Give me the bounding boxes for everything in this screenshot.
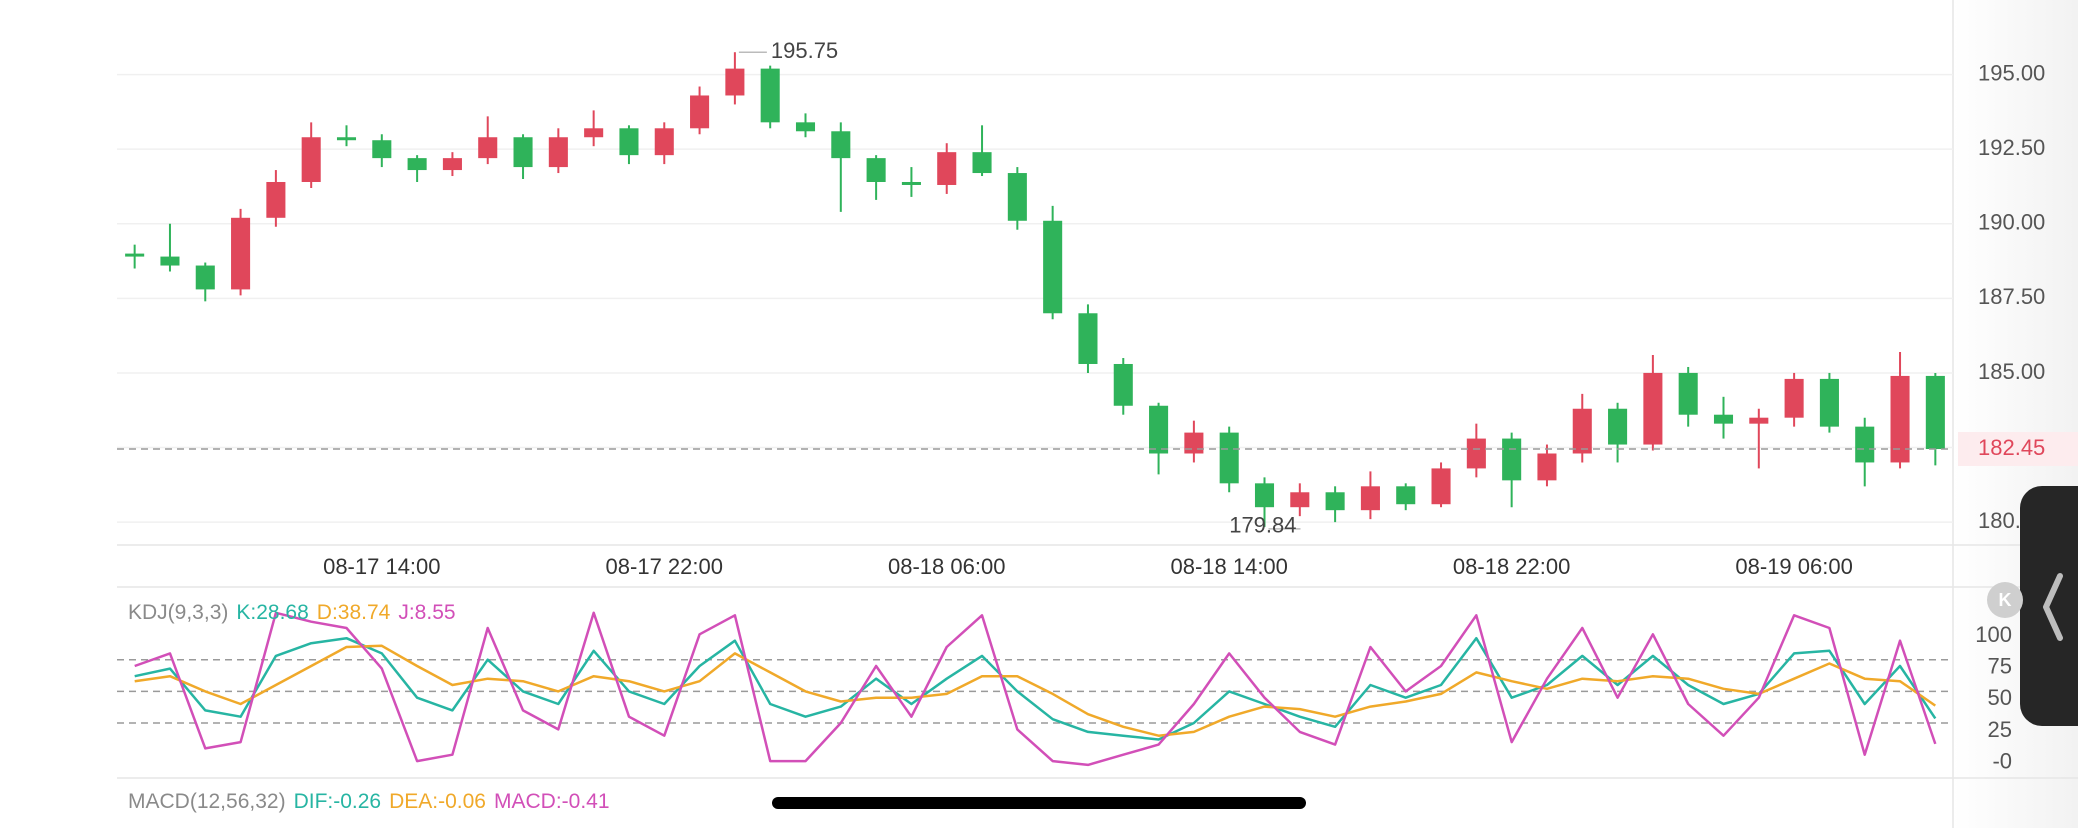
- header-label: J:8.55: [398, 601, 456, 624]
- header-label: K:28.68: [236, 601, 309, 624]
- indicator-line: [134, 636, 1937, 741]
- header-label: KDJ(9,3,3): [128, 601, 229, 624]
- last-price-label: 182.45: [1978, 435, 2045, 460]
- y-tick-label: 190.00: [1978, 210, 2045, 235]
- candle-body: [1396, 486, 1416, 505]
- y-tick-label: 25: [1988, 717, 2012, 742]
- candle-body: [1784, 378, 1804, 418]
- candle-body: [831, 131, 851, 159]
- candle-body: [1678, 372, 1698, 415]
- x-tick-label: 08-18 22:00: [1453, 554, 1570, 579]
- candle-body: [1219, 432, 1239, 484]
- candle-body: [1572, 408, 1592, 454]
- y-tick-label: 50: [1988, 685, 2012, 710]
- candle-body: [584, 128, 604, 138]
- collapse-icon[interactable]: [2040, 572, 2066, 642]
- candle-body: [442, 158, 462, 171]
- home-indicator: [772, 797, 1306, 809]
- candle-body: [866, 158, 886, 182]
- header-label: MACD:-0.41: [493, 790, 610, 813]
- candle-body: [1855, 426, 1875, 463]
- candle-body: [1113, 363, 1133, 406]
- last-price-bg: [1958, 432, 2078, 467]
- indicator-line: [134, 611, 1937, 767]
- candle-body: [725, 68, 745, 96]
- candle-body: [1078, 313, 1098, 364]
- candle-body: [513, 137, 533, 168]
- candle-body: [195, 265, 215, 290]
- y-tick-label: 185.00: [1978, 359, 2045, 384]
- kdj-header: KDJ(9,3,3) K:28.68 D:38.74 J:8.55: [128, 601, 464, 625]
- candle-body: [1325, 492, 1345, 511]
- candle-body: [690, 95, 710, 129]
- candle-body: [1043, 220, 1063, 314]
- header-label: DEA:-0.06: [389, 790, 486, 813]
- x-tick-label: 08-18 14:00: [1170, 554, 1287, 579]
- max-label: 195.75: [771, 38, 838, 63]
- candle-body: [619, 128, 639, 156]
- candle-body: [407, 158, 427, 171]
- candle-body: [1360, 486, 1380, 511]
- candle-body: [160, 256, 180, 266]
- candle-body: [1254, 483, 1275, 508]
- candle-body: [1184, 432, 1204, 454]
- x-tick-label: 08-17 14:00: [323, 554, 440, 579]
- candle-body: [1007, 173, 1027, 221]
- header-label: D:38.74: [316, 601, 391, 624]
- candle-body: [1643, 372, 1663, 445]
- kline-button[interactable]: K: [1987, 582, 2023, 618]
- candle-body: [372, 140, 392, 159]
- candle-body: [795, 122, 816, 132]
- candle-body: [1466, 438, 1486, 469]
- candle-body: [1713, 414, 1734, 424]
- y-tick-label: 195.00: [1978, 60, 2045, 85]
- candle-body: [1925, 375, 1945, 450]
- candle-body: [1537, 453, 1557, 481]
- min-label: 179.84: [1229, 513, 1296, 538]
- header-label: MACD(12,56,32): [128, 790, 286, 813]
- candle-body: [231, 217, 251, 290]
- candle-body: [1502, 438, 1522, 481]
- y-tick-label: 75: [1988, 654, 2012, 679]
- candle-body: [548, 137, 568, 168]
- candle-body: [301, 137, 321, 182]
- header-label: DIF:-0.26: [293, 790, 382, 813]
- y-tick-label: -0: [1992, 749, 2012, 774]
- x-tick-label: 08-18 06:00: [888, 554, 1005, 579]
- candle-body: [1890, 375, 1910, 463]
- candle-body: [901, 181, 921, 185]
- candle-body: [1749, 417, 1769, 424]
- candle-body: [266, 181, 286, 218]
- candle-body: [760, 68, 780, 123]
- macd-header: MACD(12,56,32) DIF:-0.26 DEA:-0.06 MACD:-0.…: [128, 790, 618, 814]
- x-tick-label: 08-19 06:00: [1735, 554, 1852, 579]
- candle-body: [125, 253, 145, 257]
- candle-body: [1819, 378, 1839, 427]
- candle-body: [654, 128, 674, 156]
- candle-body: [1149, 405, 1169, 454]
- candle-body: [478, 137, 498, 159]
- y-tick-label: 192.50: [1978, 135, 2045, 160]
- indicator-line: [134, 644, 1937, 737]
- y-tick-label: 187.50: [1978, 284, 2045, 309]
- candle-body: [1608, 408, 1628, 445]
- candle-body: [972, 152, 992, 174]
- y-tick-label: 100: [1975, 622, 2012, 647]
- candle-body: [1431, 468, 1451, 505]
- candle-body: [1290, 492, 1310, 508]
- candle-body: [937, 152, 957, 185]
- x-tick-label: 08-17 22:00: [606, 554, 723, 579]
- candle-body: [336, 137, 357, 141]
